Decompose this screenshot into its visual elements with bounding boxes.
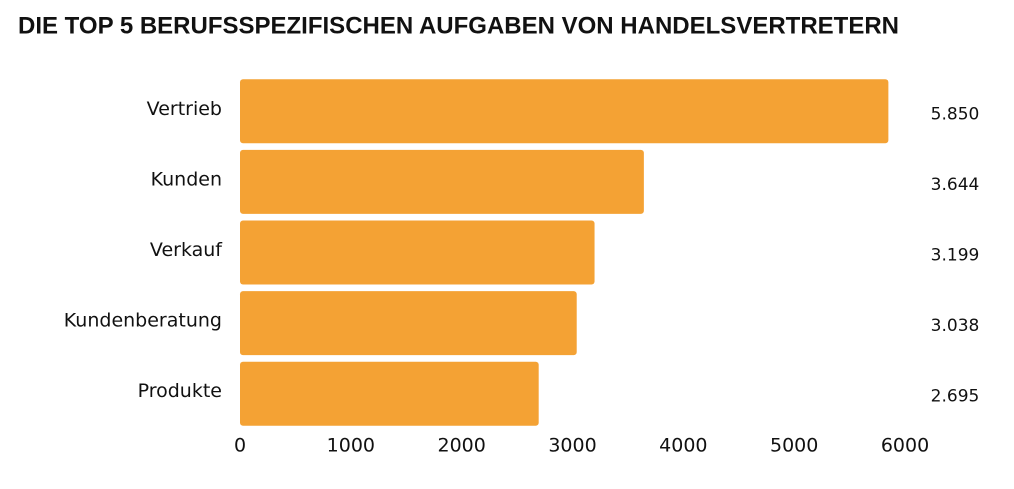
bar [240,220,595,285]
category-label: Produkte [138,380,222,402]
x-tick-label: 6000 [881,435,929,457]
value-label: 2.695 [931,387,980,407]
bar [240,361,539,426]
category-label: Kundenberatung [64,310,222,332]
category-label: Verkauf [150,239,223,261]
chart-title: DIE TOP 5 BERUFSSPEZIFISCHEN AUFGABEN VO… [18,12,899,39]
category-label: Vertrieb [147,98,222,120]
category-label: Kunden [151,168,222,190]
x-tick-label: 1000 [327,435,375,457]
bar [240,149,644,214]
x-tick-label: 5000 [770,435,818,457]
value-label: 3.644 [931,175,980,195]
value-label: 3.038 [931,316,980,336]
value-label: 5.850 [931,104,980,124]
x-tick-label: 4000 [659,435,707,457]
x-tick-label: 0 [234,435,246,457]
value-label: 3.199 [931,246,980,266]
bar [240,291,577,356]
bar [240,79,889,144]
x-tick-label: 3000 [548,435,596,457]
x-tick-label: 2000 [437,435,485,457]
